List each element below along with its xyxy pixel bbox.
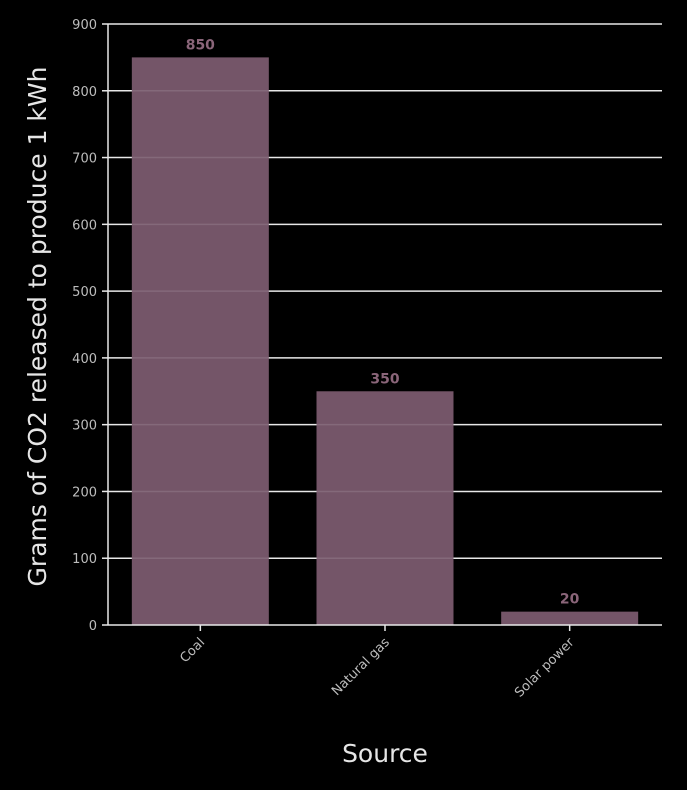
y-tick-label: 500 [72, 285, 97, 300]
axes [102, 23, 662, 631]
bar-solar-power [501, 611, 639, 625]
x-tick-labels: Coal Natural gas Solar power [177, 635, 578, 701]
x-tick-label: Natural gas [329, 635, 393, 699]
y-tick-label: 100 [72, 552, 97, 567]
y-axis-title: Grams of CO2 released to produce 1 kWh [23, 67, 52, 587]
data-labels: 850 350 20 [186, 37, 580, 607]
data-label: 20 [560, 592, 580, 608]
y-tick-label: 200 [72, 485, 97, 500]
y-tick-label: 900 [72, 18, 97, 33]
data-label: 350 [370, 371, 399, 387]
x-tick-label: Coal [177, 635, 208, 666]
x-tick-label: Solar power [512, 635, 578, 701]
y-tick-label: 400 [72, 352, 97, 367]
bars [131, 57, 639, 625]
bar-coal [131, 57, 269, 625]
data-label: 850 [186, 37, 215, 53]
bar-natural-gas [316, 391, 454, 625]
x-axis-title: Source [342, 739, 428, 768]
y-tick-label: 700 [72, 152, 97, 167]
y-tick-label: 800 [72, 85, 97, 100]
y-tick-label: 600 [72, 218, 97, 233]
y-tick-labels: 0 100 200 300 400 500 600 700 800 900 [72, 18, 97, 634]
y-tick-label: 0 [89, 619, 97, 634]
y-tick-label: 300 [72, 419, 97, 434]
